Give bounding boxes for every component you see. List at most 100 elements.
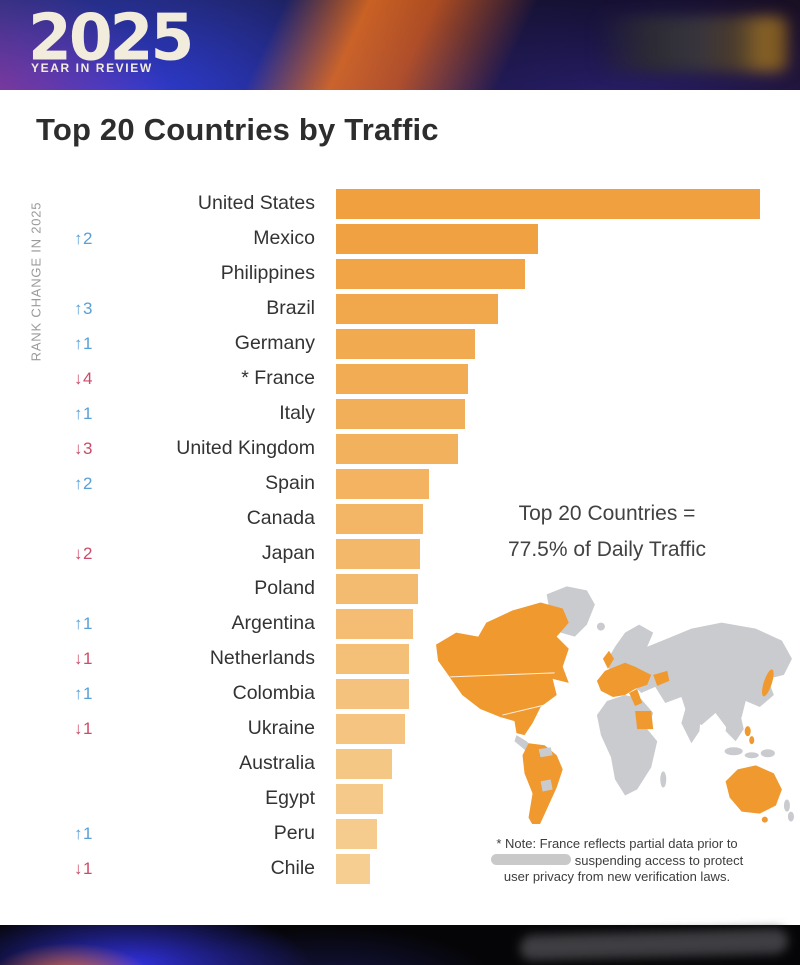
- map-philippines-highlight: [744, 726, 751, 737]
- footnote-line2-text: suspending access to protect: [574, 852, 744, 868]
- header-banner: 2025 YEAR IN REVIEW: [0, 0, 800, 90]
- country-label: United States: [197, 192, 315, 214]
- chart-row: Canada: [0, 501, 800, 536]
- traffic-bar: [336, 748, 392, 779]
- chart-row: ↑1 Italy: [0, 396, 800, 431]
- map-japan-highlight: [762, 669, 774, 697]
- map-north-america-highlight: [436, 602, 569, 736]
- footnote-line2: suspending access to protect: [458, 853, 776, 870]
- share-annotation-line1: Top 20 Countries =: [518, 502, 696, 525]
- map-australia-highlight: [725, 765, 782, 814]
- rank-change-badge: ↓1: [74, 648, 93, 668]
- map-indonesia: [724, 747, 743, 756]
- map-uk-highlight: [602, 650, 614, 669]
- map-new-guinea: [760, 749, 775, 758]
- tagline-text: YEAR IN REVIEW: [31, 61, 153, 75]
- traffic-bar: [336, 398, 465, 429]
- map-indochina: [725, 711, 744, 742]
- map-iceland: [596, 622, 605, 631]
- country-label: Spain: [265, 472, 315, 494]
- chart-row: ↓1 Ukraine: [0, 711, 800, 746]
- world-map-svg: [436, 586, 794, 832]
- country-label: Colombia: [232, 682, 315, 704]
- traffic-bar: [336, 818, 378, 849]
- map-new-zealand-2: [787, 811, 794, 822]
- rank-change-badge: ↓1: [74, 718, 93, 738]
- country-label: Italy: [279, 402, 315, 424]
- chart-row: Poland: [0, 571, 800, 606]
- rank-change-badge: ↑2: [74, 473, 93, 493]
- map-india: [681, 707, 702, 744]
- map-europe-highlight: [596, 662, 652, 697]
- chart-row: ↑1 Peru: [0, 816, 800, 851]
- rank-change-badge: ↑2: [74, 228, 93, 248]
- year-in-review-logo: 2025 YEAR IN REVIEW: [28, 0, 194, 75]
- france-footnote: * Note: France reflects partial data pri…: [458, 836, 776, 886]
- traffic-bar: [336, 433, 459, 464]
- country-label: Poland: [254, 577, 315, 599]
- map-us-mexico-border: [502, 704, 545, 716]
- map-venezuela-gap: [538, 747, 553, 758]
- map-egypt-highlight: [635, 711, 654, 730]
- rank-change-badge: ↓3: [74, 438, 93, 458]
- map-bolivia-gap: [540, 779, 553, 792]
- year-text: 2025: [28, 0, 194, 75]
- footer-banner: [0, 925, 800, 965]
- traffic-bar-chart: United States ↑2 Mexico Philippines ↑3 B…: [0, 186, 800, 886]
- country-label: Australia: [239, 752, 315, 774]
- country-label: Egypt: [265, 787, 315, 809]
- chart-row: ↑2 Spain: [0, 466, 800, 501]
- country-label: Ukraine: [247, 717, 315, 739]
- chart-row: ↑1 Germany: [0, 326, 800, 361]
- traffic-bar: [336, 188, 760, 219]
- chart-row: ↑3 Brazil: [0, 291, 800, 326]
- share-annotation: Top 20 Countries = 77.5% of Daily Traffi…: [452, 496, 762, 568]
- world-map: [428, 582, 800, 832]
- map-indonesia-2: [744, 752, 759, 759]
- country-label: * France: [241, 367, 315, 389]
- country-label: Netherlands: [209, 647, 315, 669]
- page-title: Top 20 Countries by Traffic: [36, 112, 439, 147]
- chart-row: ↓1 Netherlands: [0, 641, 800, 676]
- traffic-bar: [336, 258, 526, 289]
- map-philippines-highlight-2: [749, 736, 755, 745]
- chart-row: ↓2 Japan: [0, 536, 800, 571]
- chart-row: ↑2 Mexico: [0, 221, 800, 256]
- map-ukraine-highlight: [653, 670, 670, 686]
- traffic-bar: [336, 328, 476, 359]
- chart-row: Australia: [0, 746, 800, 781]
- map-eurasia: [606, 622, 792, 730]
- rank-change-badge: ↑1: [74, 403, 93, 423]
- redacted-company-name: [490, 853, 571, 865]
- country-label: Germany: [234, 332, 315, 354]
- country-label: Argentina: [231, 612, 315, 634]
- chart-row: ↑1 Argentina: [0, 606, 800, 641]
- country-label: Mexico: [253, 227, 315, 249]
- chart-row: Egypt: [0, 781, 800, 816]
- chart-row: ↓3 United Kingdom: [0, 431, 800, 466]
- map-new-zealand: [783, 799, 790, 812]
- rank-change-badge: ↑1: [74, 333, 93, 353]
- footnote-line3: user privacy from new verification laws.: [503, 869, 731, 884]
- rank-change-badge: ↓4: [74, 368, 93, 388]
- country-label: Brazil: [266, 297, 315, 319]
- traffic-bar: [336, 468, 429, 499]
- chart-row: United States: [0, 186, 800, 221]
- chart-row: ↓4 * France: [0, 361, 800, 396]
- traffic-bar: [336, 223, 538, 254]
- rank-change-badge: ↑1: [74, 823, 93, 843]
- map-italy-highlight: [629, 688, 643, 707]
- redacted-footer-logo: [520, 928, 788, 961]
- traffic-bar: [336, 503, 423, 534]
- redacted-brand-logo: [598, 16, 788, 72]
- chart-row: Philippines: [0, 256, 800, 291]
- traffic-bar: [336, 293, 498, 324]
- country-label: Philippines: [220, 262, 315, 284]
- traffic-bar: [336, 538, 420, 569]
- traffic-bar: [336, 573, 418, 604]
- map-us-canada-border: [450, 672, 555, 678]
- rank-change-badge: ↓1: [74, 858, 93, 878]
- rank-change-badge: ↑1: [74, 683, 93, 703]
- traffic-bar: [336, 363, 468, 394]
- share-annotation-line2: 77.5% of Daily Traffic: [507, 538, 707, 561]
